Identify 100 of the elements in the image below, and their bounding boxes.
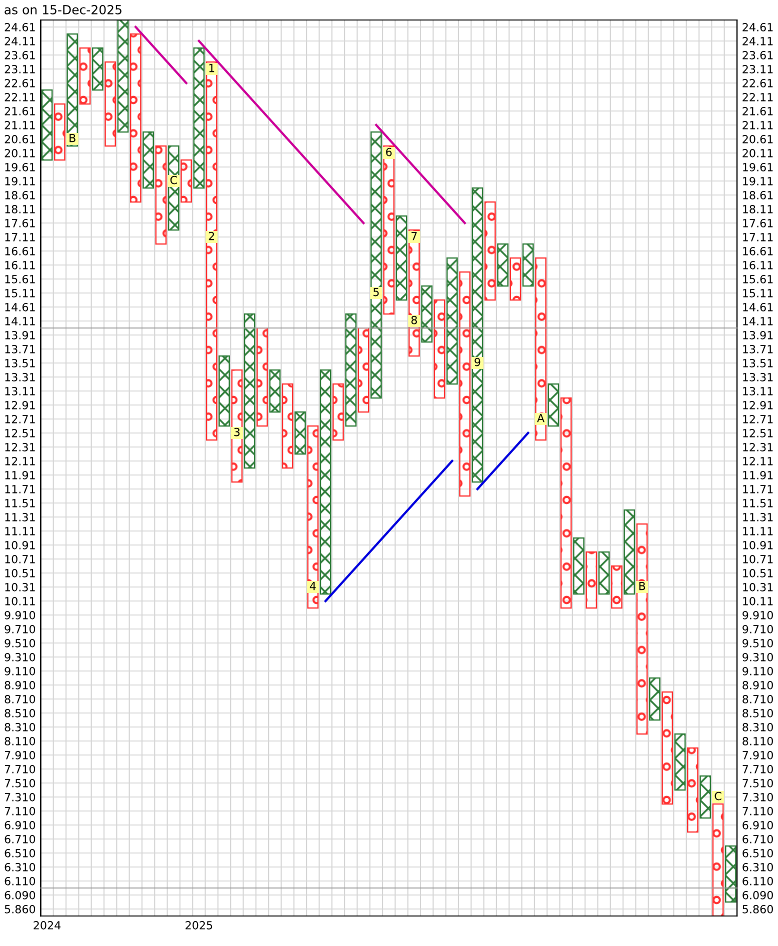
y2-tick-label: 12.51 bbox=[743, 428, 773, 438]
y2-tick-label: 7.310 bbox=[742, 792, 773, 802]
y-tick-label: 10.11 bbox=[5, 596, 35, 606]
y2-tick-label: 20.61 bbox=[742, 134, 773, 144]
y-tick-label: 24.61 bbox=[4, 22, 35, 32]
y2-tick-label: 6.910 bbox=[742, 820, 773, 830]
y2-tick-label: 9.510 bbox=[742, 638, 773, 648]
line-series bbox=[375, 124, 466, 224]
bar bbox=[358, 328, 370, 413]
y-tick-label: 13.91 bbox=[5, 330, 35, 340]
y-tick-label: 11.71 bbox=[5, 485, 35, 494]
annotation: 6 bbox=[386, 148, 392, 156]
annotation: B bbox=[70, 134, 76, 142]
y-tick-label: 12.91 bbox=[5, 400, 35, 410]
y2-tick-label: 9.310 bbox=[742, 652, 773, 662]
bar bbox=[674, 733, 686, 791]
bar bbox=[307, 425, 319, 609]
bar bbox=[320, 369, 332, 595]
bar bbox=[649, 677, 660, 721]
y2-tick-label: 8.510 bbox=[742, 708, 773, 718]
y-tick-label: 9.510 bbox=[4, 638, 36, 648]
bar bbox=[548, 383, 560, 427]
y2-tick-label: 12.71 bbox=[743, 414, 773, 424]
y-tick-label: 17.61 bbox=[5, 218, 35, 228]
y-tick-label: 11.51 bbox=[5, 499, 35, 508]
y2-tick-label: 18.61 bbox=[743, 190, 773, 200]
annotation: 4 bbox=[310, 582, 316, 590]
bar bbox=[332, 383, 344, 441]
y-tick-label: 10.51 bbox=[5, 568, 35, 578]
bar bbox=[282, 383, 294, 469]
y-tick-label: 7.910 bbox=[4, 750, 36, 760]
bar bbox=[586, 551, 598, 609]
y-tick-label: 6.090 bbox=[4, 890, 36, 900]
bar bbox=[396, 215, 408, 301]
y-tick-label: 5.860 bbox=[4, 904, 36, 914]
y2-tick-label: 5.860 bbox=[742, 904, 773, 914]
x-tick-label: 2025 bbox=[186, 921, 212, 930]
bar bbox=[41, 89, 53, 161]
y2-tick-label: 9.710 bbox=[742, 624, 773, 634]
y-tick-label: 10.71 bbox=[5, 554, 35, 564]
y2-tick-label: 7.910 bbox=[742, 750, 773, 760]
y2-tick-label: 10.31 bbox=[743, 582, 773, 592]
y2-tick-label: 7.710 bbox=[742, 764, 773, 774]
y2-tick-label: 12.31 bbox=[743, 442, 773, 452]
bar bbox=[142, 131, 154, 189]
y2-tick-label: 7.110 bbox=[742, 806, 773, 816]
bar bbox=[560, 397, 572, 609]
y-tick-label: 7.710 bbox=[4, 764, 36, 774]
y-tick-label: 6.910 bbox=[4, 820, 36, 830]
y-tick-label: 21.61 bbox=[4, 106, 35, 116]
bar bbox=[598, 551, 610, 595]
y-tick-label: 9.910 bbox=[4, 610, 36, 620]
y-tick-label: 6.310 bbox=[4, 862, 36, 872]
y-tick-label: 22.61 bbox=[4, 78, 35, 88]
bar bbox=[484, 201, 496, 301]
line-series bbox=[324, 460, 454, 602]
y-tick-label: 7.310 bbox=[4, 792, 36, 802]
y-tick-label: 12.11 bbox=[5, 456, 35, 466]
bar bbox=[522, 243, 534, 287]
bar bbox=[611, 565, 622, 609]
bar bbox=[624, 509, 636, 595]
y2-tick-label: 13.71 bbox=[743, 344, 773, 354]
y2-tick-label: 15.11 bbox=[743, 289, 773, 298]
y2-tick-label: 10.51 bbox=[743, 568, 773, 578]
y-tick-label: 18.61 bbox=[5, 190, 35, 200]
y-tick-label: 8.510 bbox=[4, 708, 36, 718]
bar bbox=[383, 145, 395, 315]
y2-tick-label: 11.91 bbox=[743, 470, 773, 480]
y2-tick-label: 13.91 bbox=[743, 330, 773, 340]
y-tick-label: 13.11 bbox=[5, 386, 35, 396]
y2-tick-label: 24.11 bbox=[742, 36, 773, 46]
bar bbox=[104, 61, 116, 147]
y-tick-label: 23.61 bbox=[4, 50, 35, 60]
line-series bbox=[134, 26, 188, 84]
y-tick-label: 20.11 bbox=[4, 148, 35, 158]
y-tick-label: 23.11 bbox=[4, 64, 35, 74]
y-tick-label: 8.110 bbox=[4, 736, 36, 746]
y2-tick-label: 23.11 bbox=[742, 64, 773, 74]
bar bbox=[636, 523, 648, 735]
y2-tick-label: 17.11 bbox=[743, 233, 773, 242]
bar bbox=[497, 243, 508, 287]
y2-tick-label: 13.11 bbox=[743, 386, 773, 396]
y-tick-label: 24.11 bbox=[4, 36, 35, 46]
bar bbox=[92, 47, 104, 91]
y-tick-label: 20.61 bbox=[4, 134, 35, 144]
annotation: 2 bbox=[208, 232, 214, 240]
bar bbox=[218, 355, 230, 427]
y2-tick-label: 22.61 bbox=[742, 78, 773, 88]
y2-tick-label: 11.31 bbox=[743, 512, 773, 522]
chart-title: as on 15-Dec-2025 bbox=[4, 4, 122, 14]
y2-tick-label: 13.31 bbox=[743, 372, 773, 382]
y-tick-label: 16.11 bbox=[5, 260, 35, 270]
y2-tick-label: 17.61 bbox=[743, 218, 773, 228]
y2-tick-label: 19.11 bbox=[743, 176, 773, 186]
annotation: 3 bbox=[234, 428, 240, 436]
y-tick-label: 19.11 bbox=[5, 176, 35, 186]
y-tick-label: 13.31 bbox=[5, 372, 35, 382]
y-tick-label: 10.91 bbox=[5, 540, 35, 550]
bar bbox=[662, 691, 674, 805]
y2-tick-label: 10.11 bbox=[743, 596, 773, 606]
